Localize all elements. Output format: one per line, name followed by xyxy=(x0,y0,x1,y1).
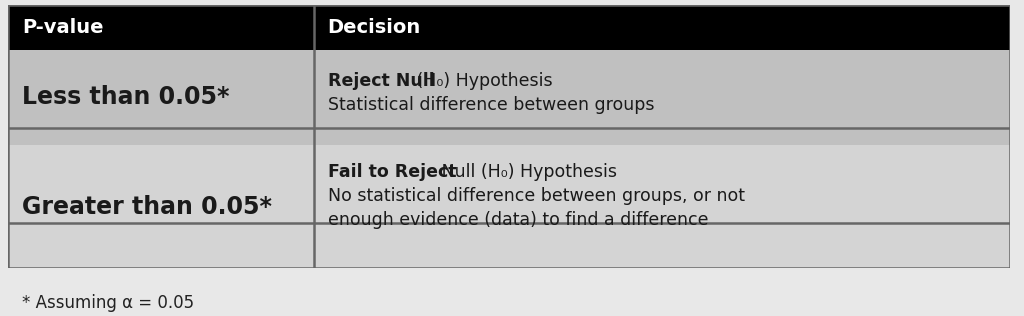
Text: No statistical difference between groups, or not: No statistical difference between groups… xyxy=(328,187,744,205)
Text: Fail to Reject: Fail to Reject xyxy=(328,163,456,181)
Text: (H₀) Hypothesis: (H₀) Hypothesis xyxy=(411,72,552,90)
Text: P-value: P-value xyxy=(22,18,103,37)
Text: Decision: Decision xyxy=(328,18,421,37)
Text: Greater than 0.05*: Greater than 0.05* xyxy=(22,195,272,218)
Text: Null (H₀) Hypothesis: Null (H₀) Hypothesis xyxy=(435,163,616,181)
Text: enough evidence (data) to find a difference: enough evidence (data) to find a differe… xyxy=(328,211,709,229)
Text: Reject Null: Reject Null xyxy=(328,72,434,90)
Text: Less than 0.05*: Less than 0.05* xyxy=(22,86,229,110)
Text: Statistical difference between groups: Statistical difference between groups xyxy=(328,96,654,114)
Text: * Assuming α = 0.05: * Assuming α = 0.05 xyxy=(22,294,195,312)
